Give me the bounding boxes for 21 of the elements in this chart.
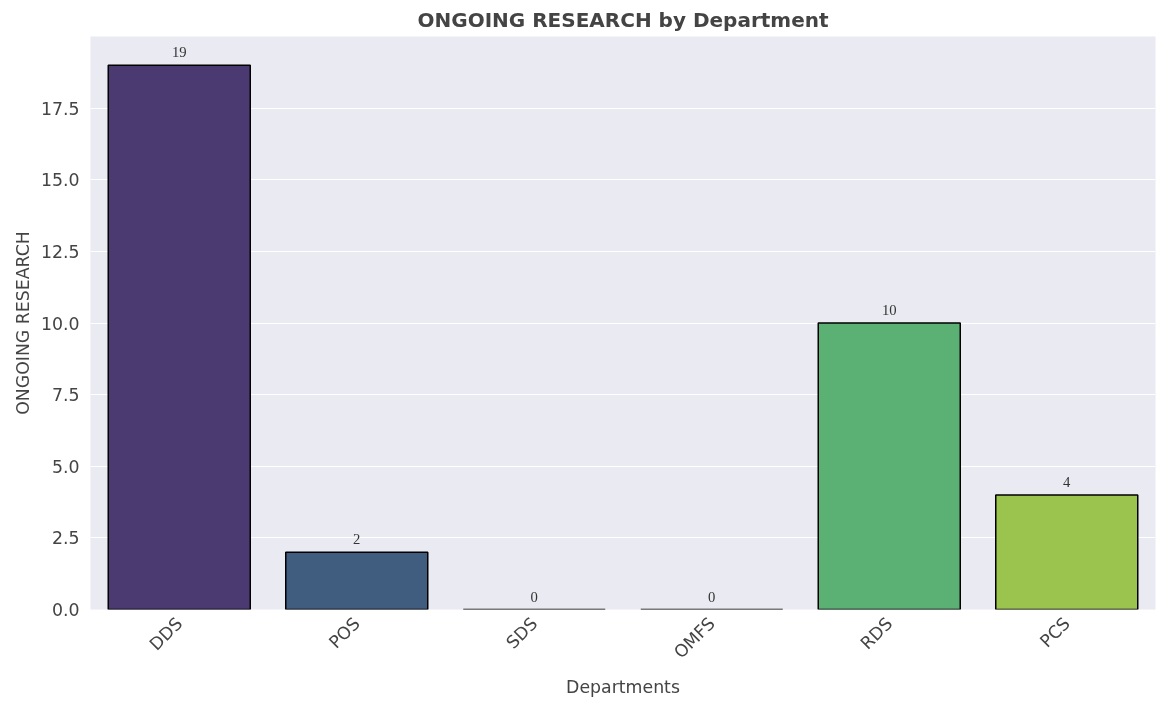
y-tick-label: 12.5 xyxy=(40,241,80,262)
bar xyxy=(817,322,961,610)
data-label: 2 xyxy=(353,531,361,548)
y-tick-label: 5.0 xyxy=(51,456,80,477)
y-tick-label: 0.0 xyxy=(51,600,80,620)
y-axis-title: ONGOING RESEARCH xyxy=(12,231,33,415)
data-label: 0 xyxy=(530,588,538,605)
x-axis-title: Departments xyxy=(566,677,680,698)
bar xyxy=(285,551,429,610)
chart-title: ONGOING RESEARCH by Department xyxy=(417,7,829,32)
data-label: 19 xyxy=(171,44,187,61)
y-tick-label: 10.0 xyxy=(40,313,80,334)
data-label: 0 xyxy=(708,588,716,605)
y-tick-label: 7.5 xyxy=(51,385,80,406)
bar xyxy=(995,494,1139,610)
y-tick-label: 15.0 xyxy=(40,170,80,191)
y-tick-label: 17.5 xyxy=(40,98,80,119)
data-label: 4 xyxy=(1063,473,1072,490)
data-label: 10 xyxy=(881,302,897,318)
bar xyxy=(107,64,251,610)
y-tick-label: 2.5 xyxy=(51,528,80,549)
